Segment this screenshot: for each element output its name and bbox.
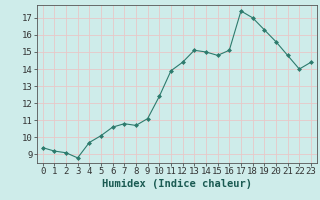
- X-axis label: Humidex (Indice chaleur): Humidex (Indice chaleur): [102, 179, 252, 189]
